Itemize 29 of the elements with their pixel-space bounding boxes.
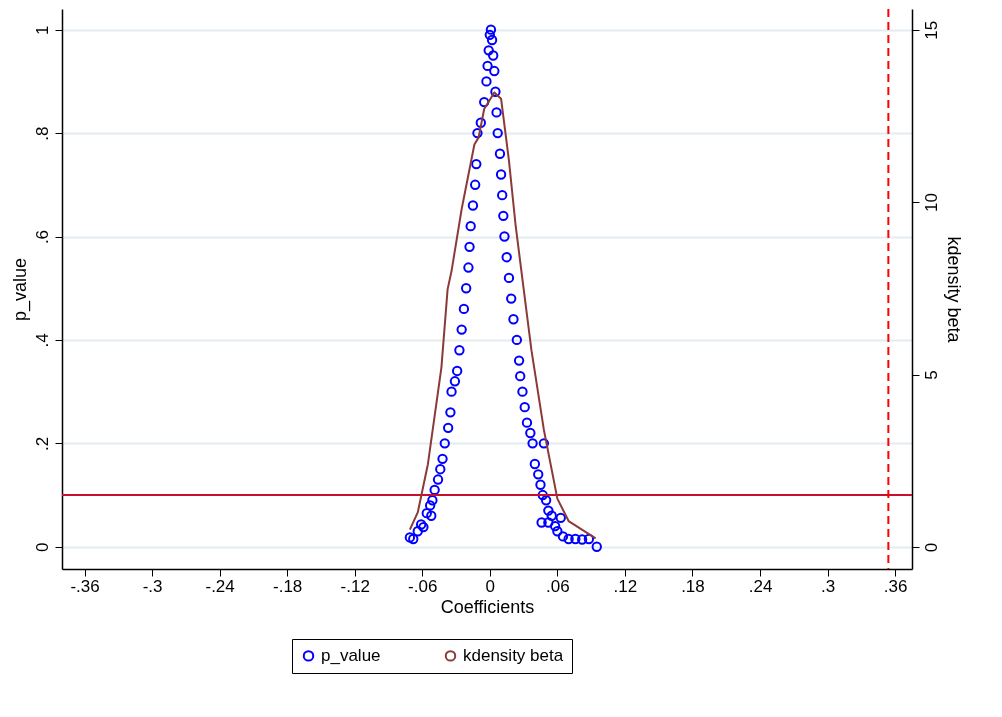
y2-axis-title: kdensity beta — [943, 236, 964, 344]
y-tick-label: .4 — [32, 333, 52, 348]
line-series — [408, 91, 597, 540]
x-tick-label: 0 — [485, 576, 496, 596]
x-tick-label: -.24 — [205, 576, 235, 596]
x-tick-label: .06 — [546, 576, 570, 596]
legend-label: p_value — [321, 645, 381, 665]
y-tick-label: 0 — [32, 542, 52, 552]
x-tick-label: .3 — [820, 576, 836, 596]
y2-tick-label: 5 — [921, 370, 941, 380]
y-tick-label: .8 — [32, 126, 52, 141]
x-tick-label: -.06 — [408, 576, 438, 596]
x-tick-label: -.12 — [340, 576, 370, 596]
x-tick-label: .36 — [883, 576, 908, 596]
y-tick-label: 1 — [32, 25, 52, 35]
x-axis-title: Coefficients — [440, 596, 535, 617]
x-tick-label: .12 — [613, 576, 638, 596]
y-tick-label: .2 — [32, 436, 52, 451]
x-tick-label: .18 — [681, 576, 705, 596]
y2-tick-label: 15 — [921, 20, 941, 40]
y-axis-title: p_value — [9, 257, 31, 322]
x-tick-label: -.3 — [142, 576, 163, 596]
x-tick-label: -.18 — [273, 576, 303, 596]
x-tick-label: .24 — [748, 576, 773, 596]
x-tick-label: -.36 — [70, 576, 100, 596]
y2-tick-label: 10 — [921, 193, 941, 213]
legend-label: kdensity beta — [463, 645, 564, 665]
y2-tick-label: 0 — [921, 542, 941, 553]
y-tick-label: .6 — [32, 229, 52, 245]
